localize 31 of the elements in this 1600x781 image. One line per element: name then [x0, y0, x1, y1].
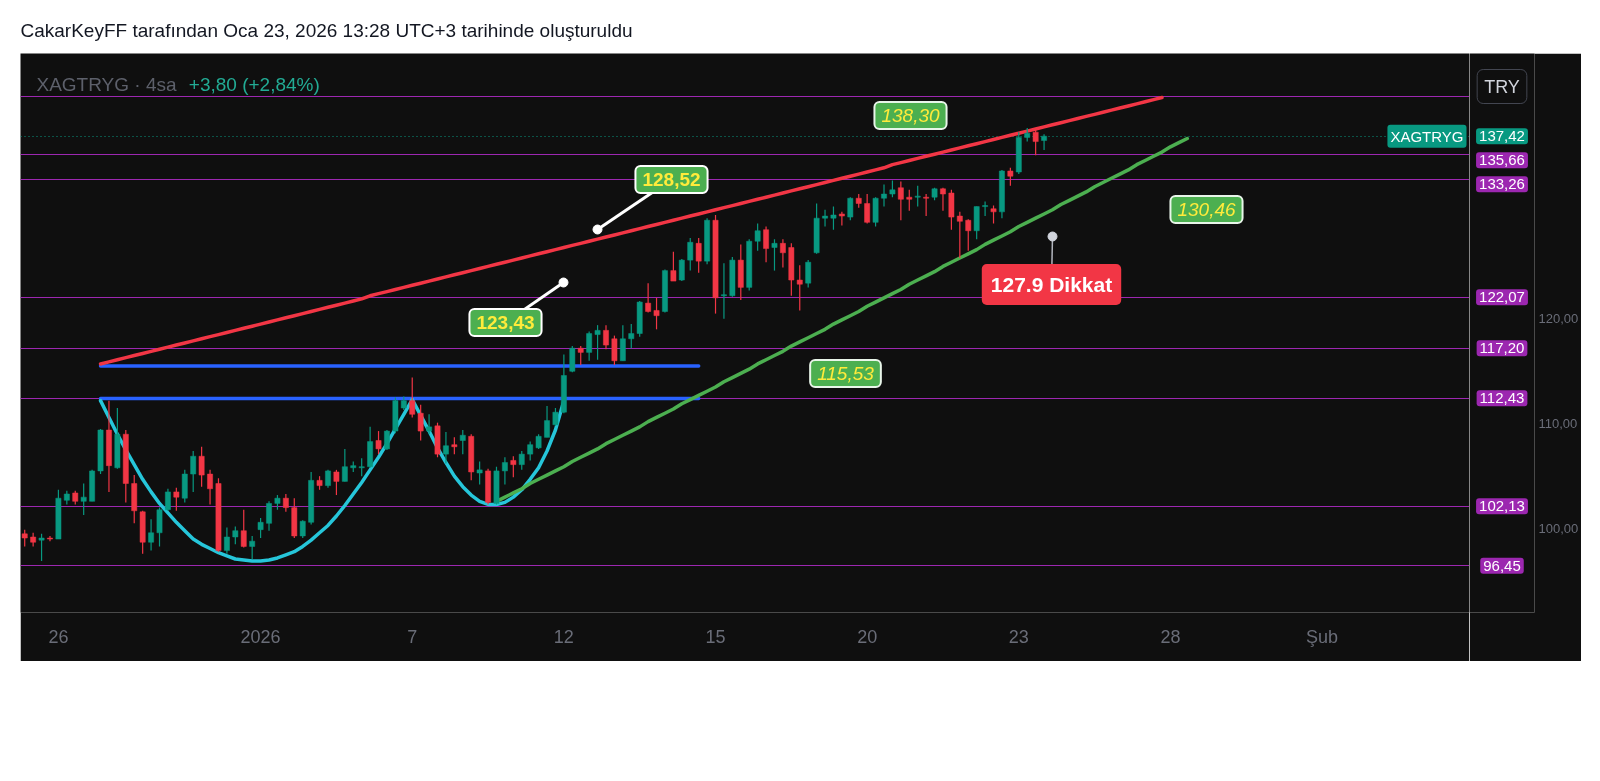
x-tick-label: 2026: [240, 626, 281, 647]
ref-line-label: 135,66: [1479, 151, 1525, 169]
annotation: 127.9 Dikkat: [990, 273, 1113, 296]
y-tick-label: 110,00: [1538, 416, 1578, 432]
text: TRY: [1484, 76, 1520, 97]
y-tick-label: 100,00: [1538, 521, 1579, 537]
ref-line-label: 133,26: [1479, 175, 1525, 193]
x-tick-label: 12: [553, 626, 574, 647]
text: XAGTRYG · 4sa: [36, 74, 178, 95]
annotation: 115,53: [817, 363, 875, 384]
ref-line-label: 102,13: [1479, 497, 1525, 515]
annotation: XAGTRYG: [1390, 127, 1464, 145]
y-tick-label: 120,00: [1538, 311, 1579, 327]
x-tick-label: 20: [857, 626, 878, 647]
annotation: 123,43: [476, 312, 535, 333]
x-tick-label: 15: [705, 626, 726, 647]
ref-line-label: 96,45: [1483, 556, 1521, 574]
x-tick-label: 28: [1160, 626, 1181, 647]
annotation: 130,46: [1177, 199, 1236, 220]
ref-line-label: 122,07: [1479, 288, 1525, 306]
annotation: 128,52: [642, 169, 701, 190]
annotation: 138,30: [881, 105, 940, 126]
x-tick-label: 26: [48, 626, 69, 647]
x-tick-label: 23: [1008, 626, 1029, 647]
ref-line-label: 112,43: [1479, 389, 1525, 407]
x-tick-label: 7: [407, 626, 418, 647]
annotation: +3,80 (+2,84%): [188, 74, 320, 95]
x-tick-label: Şub: [1306, 626, 1339, 647]
chart-title: CakarKeyFF tarafından Oca 23, 2026 13:28 UTC+3 tarihinde oluşturuldu: [20, 20, 633, 41]
ref-line-label: 117,20: [1479, 339, 1525, 357]
ref-line-label: 137,42: [1479, 127, 1525, 145]
